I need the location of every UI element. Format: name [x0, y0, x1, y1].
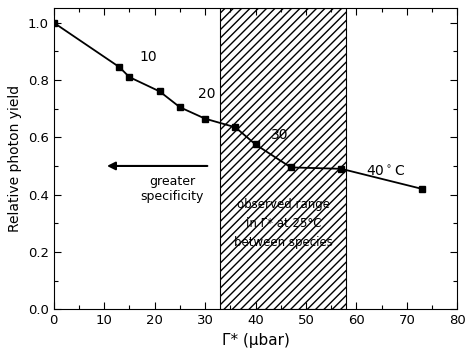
Text: 40$^\circ$C: 40$^\circ$C [366, 164, 405, 179]
Text: 10: 10 [139, 50, 157, 64]
Text: greater
specificity: greater specificity [141, 174, 204, 203]
Text: 20: 20 [198, 88, 215, 101]
X-axis label: Γ* (μbar): Γ* (μbar) [221, 333, 290, 348]
Bar [220, 8, 346, 309]
Text: observed range
in Γ* at 25°C
between species: observed range in Γ* at 25°C between spe… [234, 198, 333, 249]
Text: 30: 30 [271, 127, 288, 142]
Y-axis label: Relative photon yield: Relative photon yield [9, 85, 22, 232]
